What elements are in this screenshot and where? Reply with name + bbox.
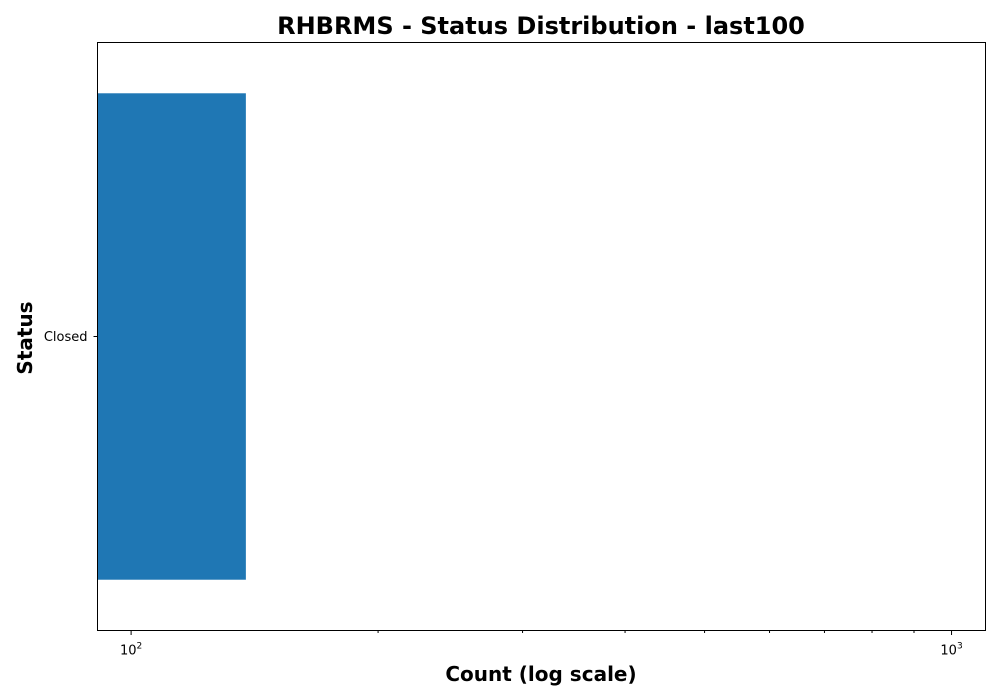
y-axis-ticks: Closed <box>44 330 98 345</box>
y-axis-label: Status <box>13 301 37 374</box>
x-axis-label: Count (log scale) <box>445 662 636 686</box>
y-tick-label: Closed <box>44 330 88 345</box>
chart-title: RHBRMS - Status Distribution - last100 <box>277 12 805 40</box>
bars-group <box>97 93 246 580</box>
bar-closed <box>97 93 246 580</box>
x-tick-label: 103 <box>940 642 962 659</box>
x-axis-ticks: 102 103 <box>120 630 963 659</box>
x-tick-label: 102 <box>120 642 142 659</box>
